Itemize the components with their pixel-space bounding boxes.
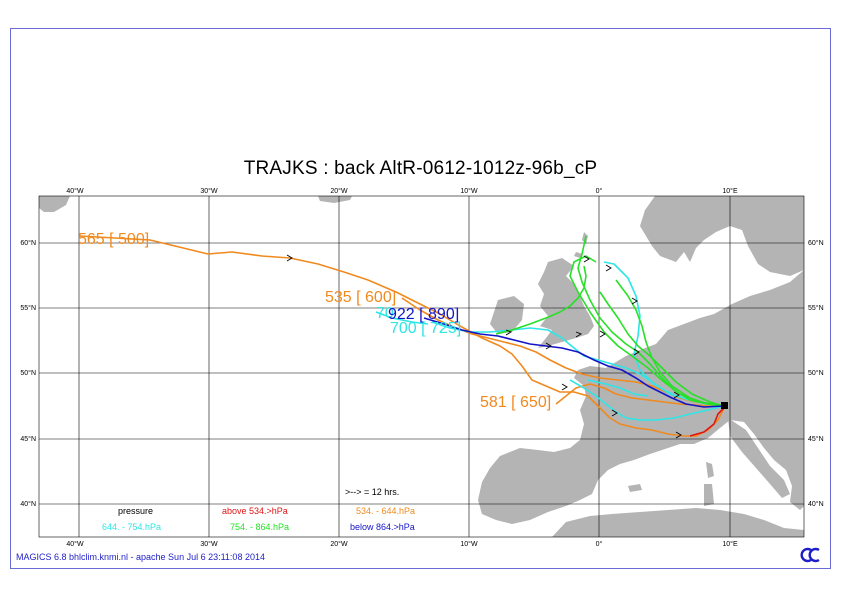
arrow-marker bbox=[605, 264, 612, 272]
greenland bbox=[39, 196, 70, 212]
lat-label: 60°N bbox=[20, 239, 36, 247]
lat-label: 40°N bbox=[20, 500, 36, 508]
lat-label: 50°N bbox=[808, 369, 824, 377]
arrow-marker bbox=[631, 297, 638, 305]
legend-above: above 534.>hPa bbox=[222, 506, 288, 516]
balearic bbox=[628, 484, 642, 492]
arrow-marker bbox=[599, 330, 606, 338]
trajectory-green-e bbox=[615, 279, 725, 407]
footer-text: MAGICS 6.8 bhlclim.knmi.nl - apache Sun … bbox=[16, 552, 265, 562]
lat-labels-left: 60°N 55°N 50°N 45°N 40°N bbox=[20, 239, 36, 508]
lon-label: 0° bbox=[596, 540, 603, 548]
label-581: 581 [ 650] bbox=[480, 394, 551, 411]
trajectory-cyan-c bbox=[375, 311, 429, 325]
lon-label: 0° bbox=[596, 187, 603, 195]
arrow-marker bbox=[545, 342, 552, 350]
legend-below: below 864.>hPa bbox=[350, 522, 415, 532]
lon-label: 10°E bbox=[722, 187, 738, 195]
north-africa bbox=[552, 508, 804, 537]
legend: >--> = 12 hrs. pressure above 534.>hPa 5… bbox=[102, 487, 415, 532]
trajectory-922 bbox=[423, 317, 725, 408]
legend-orange: 534. - 644.hPa bbox=[356, 506, 415, 516]
central-europe bbox=[478, 270, 804, 524]
corsica-sardinia bbox=[704, 462, 714, 506]
lat-label: 50°N bbox=[20, 369, 36, 377]
ecmwf-logo-icon bbox=[800, 547, 820, 563]
graticule bbox=[38, 195, 805, 538]
trajectory-red bbox=[689, 407, 725, 437]
lon-labels-top: 40°W 30°W 20°W 10°W 0° 10°E bbox=[66, 187, 738, 195]
arrow-marker bbox=[561, 383, 568, 391]
lat-label: 60°N bbox=[808, 239, 824, 247]
label-565: 565 [ 500] bbox=[78, 231, 149, 248]
lon-labels-bottom: 40°W 30°W 20°W 10°W 0° 10°E bbox=[66, 540, 738, 548]
trajectory-565 bbox=[79, 235, 725, 437]
lon-label: 10°W bbox=[460, 187, 478, 195]
lon-label: 40°W bbox=[66, 187, 84, 195]
arrow-marker bbox=[673, 391, 680, 399]
lat-label: 45°N bbox=[808, 435, 824, 443]
label-700: 700 [ 725] bbox=[390, 320, 461, 337]
trajectory-green-c bbox=[599, 291, 725, 407]
arrow-marker bbox=[575, 331, 583, 338]
time-markers bbox=[286, 254, 682, 439]
legend-pressure: pressure bbox=[118, 506, 153, 516]
trajectories bbox=[79, 235, 725, 437]
arrow-marker bbox=[633, 348, 640, 356]
iceland bbox=[318, 196, 352, 203]
plot-frame bbox=[10, 28, 831, 569]
lon-label: 30°W bbox=[200, 187, 218, 195]
arrow-marker bbox=[611, 409, 618, 417]
arrow-marker bbox=[505, 329, 513, 336]
map-border bbox=[38, 195, 805, 538]
lat-label: 45°N bbox=[20, 435, 36, 443]
italy bbox=[728, 418, 790, 498]
lon-label: 30°W bbox=[200, 540, 218, 548]
legend-green: 754. - 864.hPa bbox=[230, 522, 289, 532]
page-title: TRAJKS : back AltR-0612-1012z-96b_cP bbox=[243, 158, 598, 179]
legend-interval: >--> = 12 hrs. bbox=[345, 487, 399, 497]
shetland bbox=[574, 232, 588, 258]
ireland bbox=[490, 296, 524, 334]
great-britain bbox=[538, 258, 594, 348]
label-535: 535 [ 600] bbox=[325, 289, 396, 306]
lon-label: 10°W bbox=[460, 540, 478, 548]
trajectory-green-d bbox=[495, 265, 587, 335]
lon-label: 40°W bbox=[66, 540, 84, 548]
arrow-marker bbox=[583, 255, 590, 263]
lat-label: 55°N bbox=[808, 304, 824, 312]
lon-label: 10°E bbox=[722, 540, 738, 548]
arrow-marker bbox=[675, 431, 682, 439]
continental-europe bbox=[640, 196, 804, 276]
label-70: 70 bbox=[376, 305, 394, 322]
lat-labels-right: 60°N 55°N 50°N 45°N 40°N bbox=[808, 239, 824, 508]
trajectory-cyan-d bbox=[587, 379, 649, 397]
lon-label: 20°W bbox=[330, 187, 348, 195]
land-areas bbox=[39, 196, 804, 537]
trajectory-green-b bbox=[569, 255, 725, 407]
lat-label: 55°N bbox=[20, 304, 36, 312]
label-922: 922 [ 890] bbox=[388, 306, 459, 323]
lon-label: 20°W bbox=[330, 540, 348, 548]
legend-cyan: 644. - 754.hPa bbox=[102, 522, 161, 532]
trajectory-cyan-b bbox=[569, 379, 725, 421]
square-marker-icon bbox=[721, 402, 728, 409]
lat-label: 40°N bbox=[808, 500, 824, 508]
arrow-marker bbox=[286, 254, 293, 262]
